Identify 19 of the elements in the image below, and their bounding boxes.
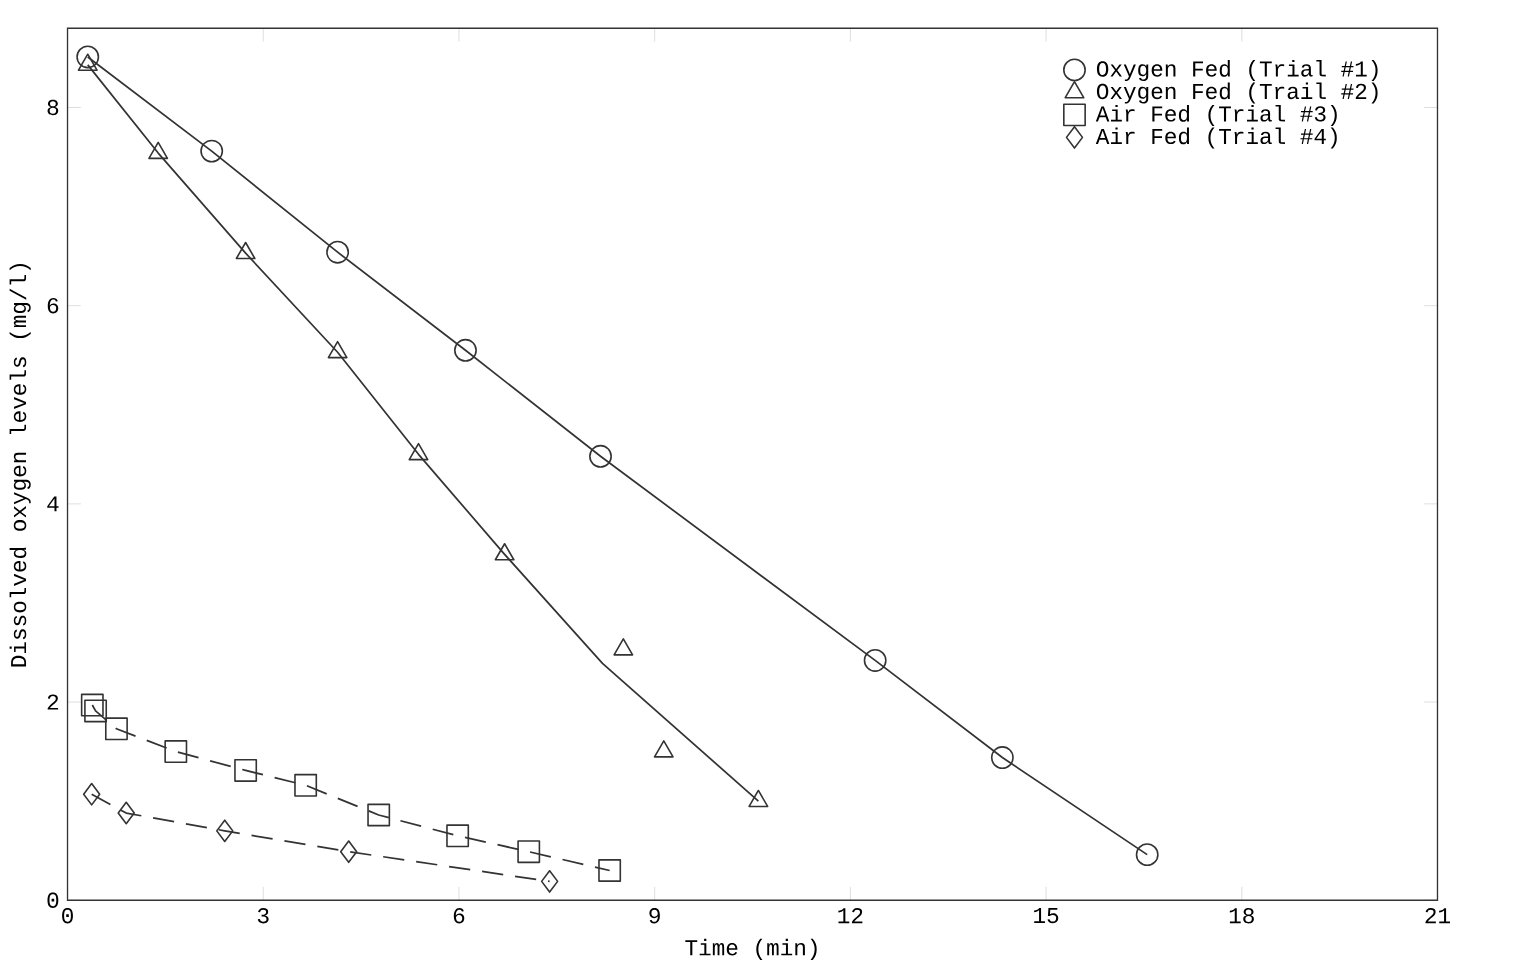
- legend-label: Oxygen Fed (Trial #1): [1096, 59, 1378, 81]
- y-tick-label: 2: [47, 694, 59, 710]
- legend-label: Air Fed (Trial #4): [1095, 127, 1337, 149]
- y-tick-label: 0: [47, 892, 59, 908]
- legend-label: Oxygen Fed (Trail #2): [1096, 82, 1378, 104]
- x-tick-label: 3: [257, 907, 269, 924]
- x-tick-label: 18: [1229, 907, 1254, 924]
- x-axis-title: Time (min): [685, 938, 817, 960]
- x-tick-label: 15: [1034, 907, 1059, 923]
- legend-label: Air Fed (Trial #3): [1095, 104, 1337, 126]
- x-tick-label: 12: [838, 907, 863, 923]
- y-tick-label: 8: [47, 99, 59, 115]
- y-tick-label: 4: [47, 496, 59, 512]
- x-tick-label: 6: [453, 907, 465, 924]
- y-tick-label: 6: [47, 297, 59, 314]
- x-tick-label: 0: [62, 907, 73, 924]
- x-tick-label: 9: [649, 907, 660, 924]
- y-axis-title: Dissolved oxygen levels (mg/l): [9, 263, 31, 667]
- x-tick-label: 21: [1425, 907, 1450, 923]
